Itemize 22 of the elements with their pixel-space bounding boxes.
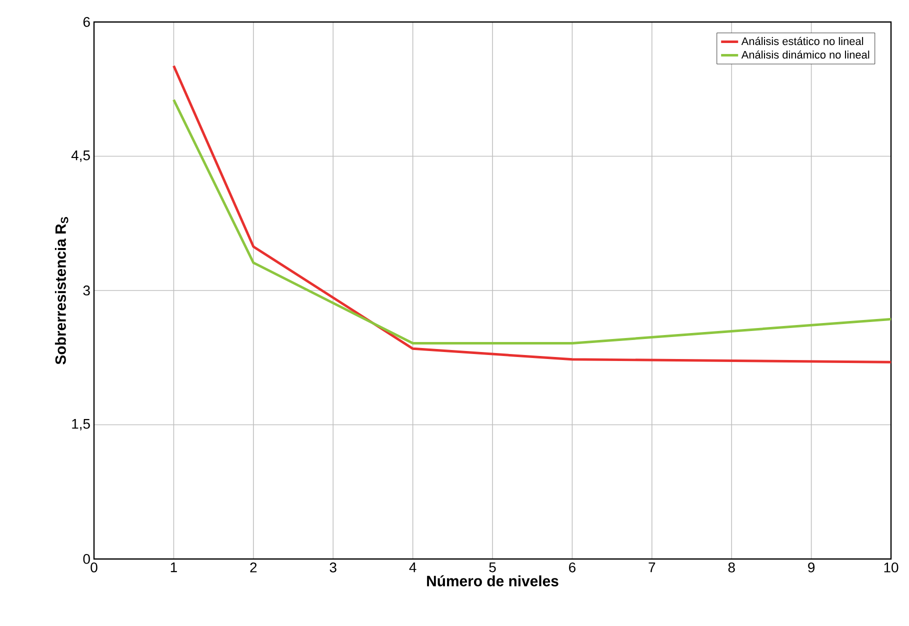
y-tick-label: 3 xyxy=(83,286,90,296)
legend-label: Análisis estático no lineal xyxy=(741,36,864,46)
y-axis-title: Sobrerresistencia R$_{S}$ xyxy=(54,217,68,364)
x-tick-label: 1 xyxy=(170,562,177,572)
line-series xyxy=(172,64,892,364)
y-tick-label: 1,5 xyxy=(72,419,90,430)
y-tick-label: 0 xyxy=(83,554,90,564)
x-tick-label: 2 xyxy=(250,562,257,572)
x-tick-label: 9 xyxy=(808,562,815,572)
x-tick-label: 6 xyxy=(569,562,576,572)
x-tick-label: 10 xyxy=(884,562,898,572)
x-tick-label: 8 xyxy=(728,562,735,572)
x-tick-label: 5 xyxy=(489,562,496,572)
x-tick-label: 7 xyxy=(648,562,656,572)
x-tick-label: 0 xyxy=(90,562,98,572)
x-axis-title: Número de niveles xyxy=(427,575,558,586)
x-tick-label: 3 xyxy=(330,562,336,572)
y-tick-label: 4,5 xyxy=(71,150,90,162)
legend-label: Análisis dinámico no lineal xyxy=(741,50,870,59)
x-tick-label: 4 xyxy=(409,562,416,572)
y-tick-label: 6 xyxy=(83,17,90,27)
line-series xyxy=(172,98,892,345)
